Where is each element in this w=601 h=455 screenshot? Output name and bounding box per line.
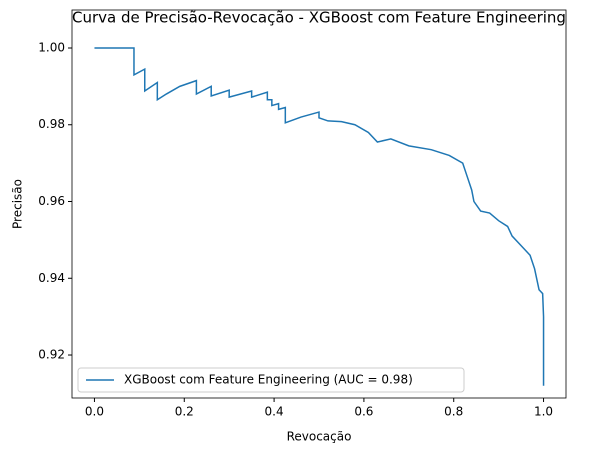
y-tick-label: 0.98	[38, 117, 65, 131]
x-tick-label: 0.0	[85, 405, 104, 419]
legend-label: XGBoost com Feature Engineering (AUC = 0…	[124, 373, 413, 387]
y-tick-label: 0.92	[38, 348, 65, 362]
x-tick-label: 0.6	[354, 405, 373, 419]
y-axis-label: Precisão	[11, 179, 25, 229]
y-tick-label: 0.96	[38, 194, 65, 208]
y-tick-label: 1.00	[38, 40, 65, 54]
legend-box	[77, 367, 465, 393]
legend: XGBoost com Feature Engineering (AUC = 0…	[77, 367, 465, 393]
axes-frame	[71, 9, 567, 399]
y-tick-label: 0.94	[38, 271, 65, 285]
x-tick-label: 0.4	[265, 405, 284, 419]
x-tick-label: 0.8	[444, 405, 463, 419]
pr-curve	[94, 47, 545, 386]
x-tick-label: 1.0	[534, 405, 553, 419]
x-axis-label: Revocação	[287, 430, 352, 444]
x-tick-label: 0.2	[175, 405, 194, 419]
chart-title: Curva de Precisão-Revocação - XGBoost co…	[72, 9, 566, 27]
